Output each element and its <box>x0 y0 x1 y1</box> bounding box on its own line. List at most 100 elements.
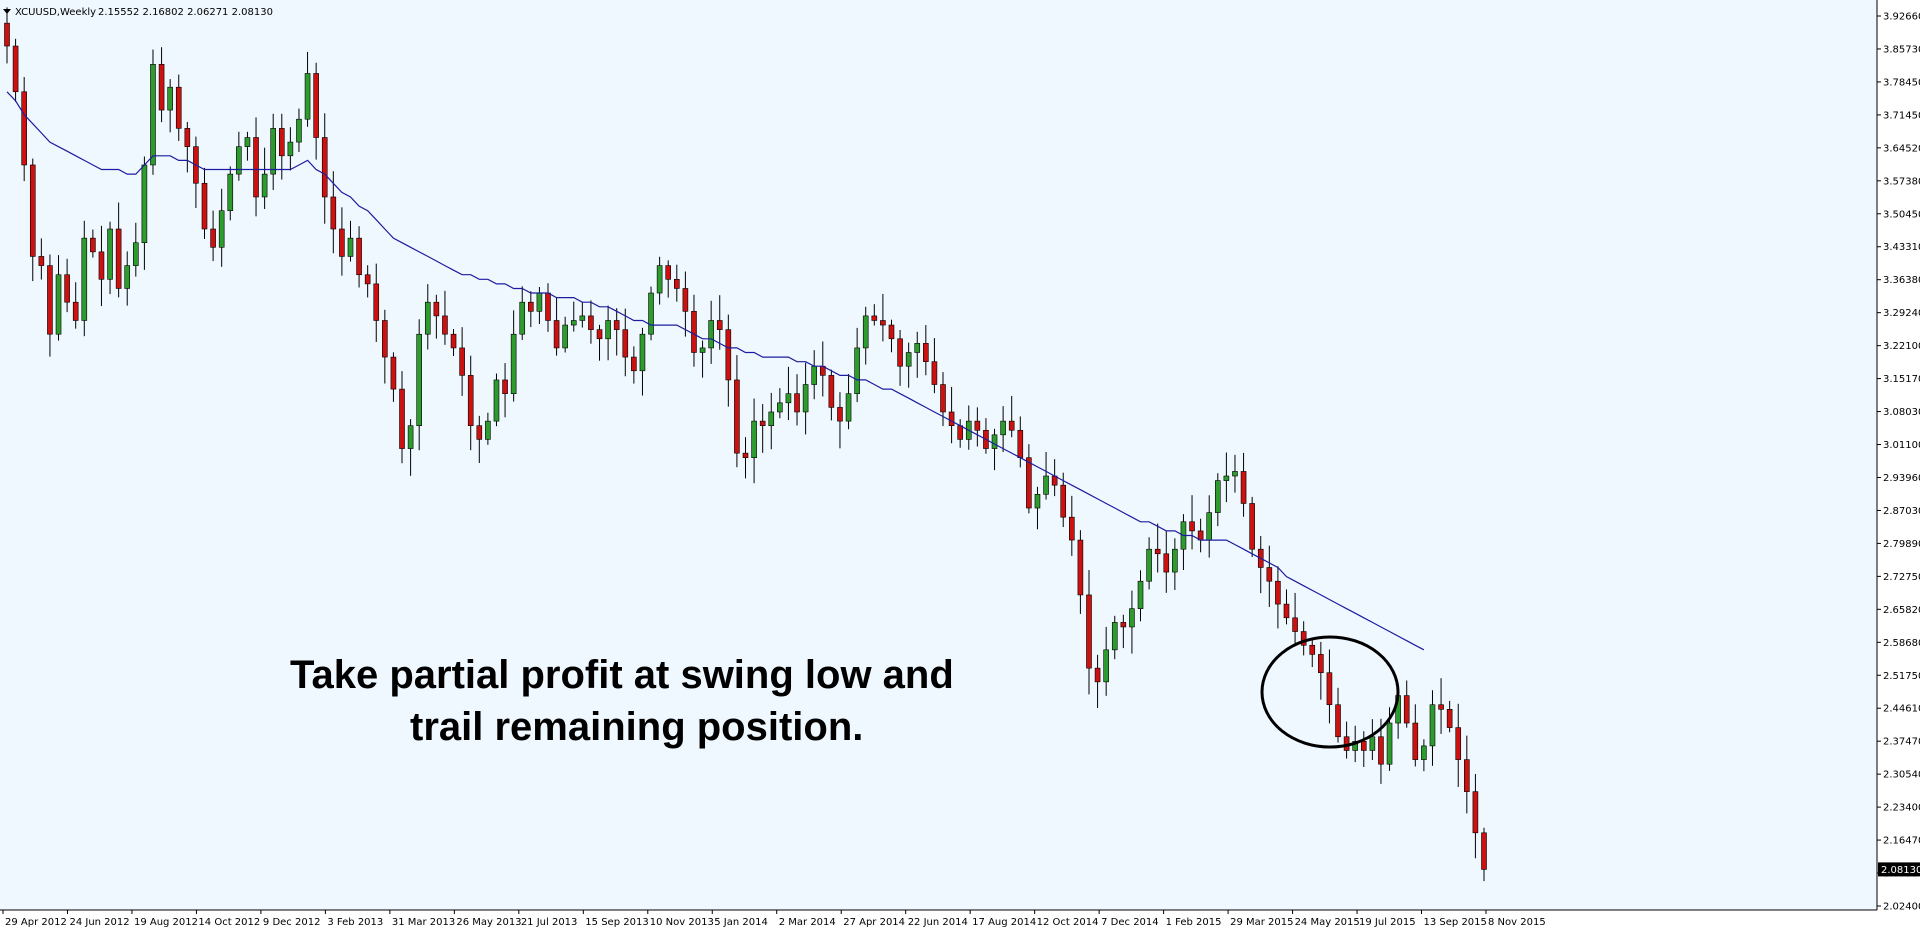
candle-body <box>1000 420 1006 436</box>
candle <box>510 310 517 402</box>
candle-body <box>364 274 371 285</box>
y-tick-label: 3.78450 <box>1883 77 1920 88</box>
candle <box>287 127 294 171</box>
candle <box>845 374 852 430</box>
candle <box>442 290 448 345</box>
candle-body <box>399 388 405 449</box>
candle-body <box>1249 503 1255 550</box>
candle-body <box>467 375 474 426</box>
candle-body <box>1214 480 1221 513</box>
candle-body <box>905 352 912 367</box>
y-tick-label: 3.01100 <box>1883 440 1920 451</box>
y-tick-label: 2.93960 <box>1883 473 1920 484</box>
candle <box>278 113 285 180</box>
x-tick-label: 9 Dec 2012 <box>263 917 321 928</box>
candle-body <box>1421 745 1427 760</box>
y-tick-label: 2.72750 <box>1883 572 1920 583</box>
candle-body <box>12 45 19 93</box>
candle <box>1455 703 1462 787</box>
candle <box>304 51 311 127</box>
candle <box>399 371 405 464</box>
candle-body <box>210 228 216 248</box>
candle-body <box>1378 736 1384 765</box>
candle <box>270 113 277 191</box>
candle <box>631 346 637 384</box>
candle <box>1240 452 1247 517</box>
candle-body <box>545 292 551 321</box>
candle-body <box>1352 741 1358 751</box>
candle-body <box>871 315 878 321</box>
candle-body <box>304 73 311 120</box>
candle-body <box>854 347 860 394</box>
candle <box>1034 486 1041 530</box>
candle-body <box>699 347 706 353</box>
candle-body <box>1369 736 1376 751</box>
candle-body <box>1429 704 1436 747</box>
candle <box>794 374 800 426</box>
candle-body <box>648 292 654 335</box>
candle <box>570 301 577 332</box>
candle <box>390 352 397 402</box>
candle <box>450 329 457 357</box>
candle <box>236 131 242 181</box>
candle <box>1172 538 1178 591</box>
candle <box>613 308 620 356</box>
x-tick-label: 15 Sep 2013 <box>585 917 648 928</box>
candle-body <box>244 137 251 147</box>
candle-body <box>1026 457 1032 509</box>
candle <box>64 258 70 313</box>
y-tick-label: 2.37470 <box>1883 737 1920 748</box>
candle <box>905 342 912 388</box>
candle <box>528 291 534 328</box>
symbol-label: XCUUSD,Weekly <box>15 7 96 18</box>
candle-body <box>691 311 697 353</box>
candle <box>862 306 869 365</box>
candle <box>1060 472 1067 528</box>
candle-body <box>957 425 963 440</box>
candle <box>785 366 792 421</box>
candle-body <box>948 411 955 426</box>
candle <box>725 314 732 407</box>
candle <box>373 263 380 342</box>
y-tick-label: 2.58680 <box>1883 638 1920 649</box>
candle-body <box>287 141 294 157</box>
candle-body <box>167 86 173 111</box>
candle-body <box>1386 722 1393 765</box>
candle-body <box>837 407 843 422</box>
x-tick-label: 24 May 2015 <box>1295 917 1360 928</box>
candle-body <box>261 173 268 198</box>
candle <box>1129 590 1135 654</box>
price-marker-box <box>1878 862 1920 877</box>
x-tick-label: 22 Jun 2014 <box>908 917 968 928</box>
candle-body <box>296 118 302 143</box>
y-tick-label: 3.57380 <box>1883 176 1920 187</box>
candle-body <box>716 320 723 330</box>
y-tick-label: 2.44610 <box>1883 704 1920 715</box>
candle-body <box>1292 617 1298 632</box>
candle-body <box>339 228 345 257</box>
candle-body <box>330 196 337 230</box>
candle <box>777 388 783 419</box>
candle <box>218 188 225 267</box>
candle-body <box>1206 512 1213 541</box>
candle-body <box>811 365 817 385</box>
candle <box>699 340 706 378</box>
candle-body <box>725 329 732 381</box>
candle-body <box>1103 649 1109 683</box>
candle-body <box>1283 603 1290 619</box>
candle-body <box>768 411 775 426</box>
candle-body <box>1172 548 1178 573</box>
x-tick-label: 1 Feb 2015 <box>1166 917 1222 928</box>
x-tick-label: 14 Oct 2012 <box>198 917 260 928</box>
candle-body <box>777 402 783 413</box>
candle-body <box>880 320 886 326</box>
candle <box>656 256 663 305</box>
candle-body <box>38 256 45 266</box>
candle <box>751 398 757 484</box>
candle-body <box>931 361 938 385</box>
candle <box>1266 545 1273 607</box>
candle <box>29 158 36 282</box>
highlight-ellipse <box>1260 635 1400 749</box>
candle-body <box>476 425 483 440</box>
candle <box>1223 452 1230 503</box>
